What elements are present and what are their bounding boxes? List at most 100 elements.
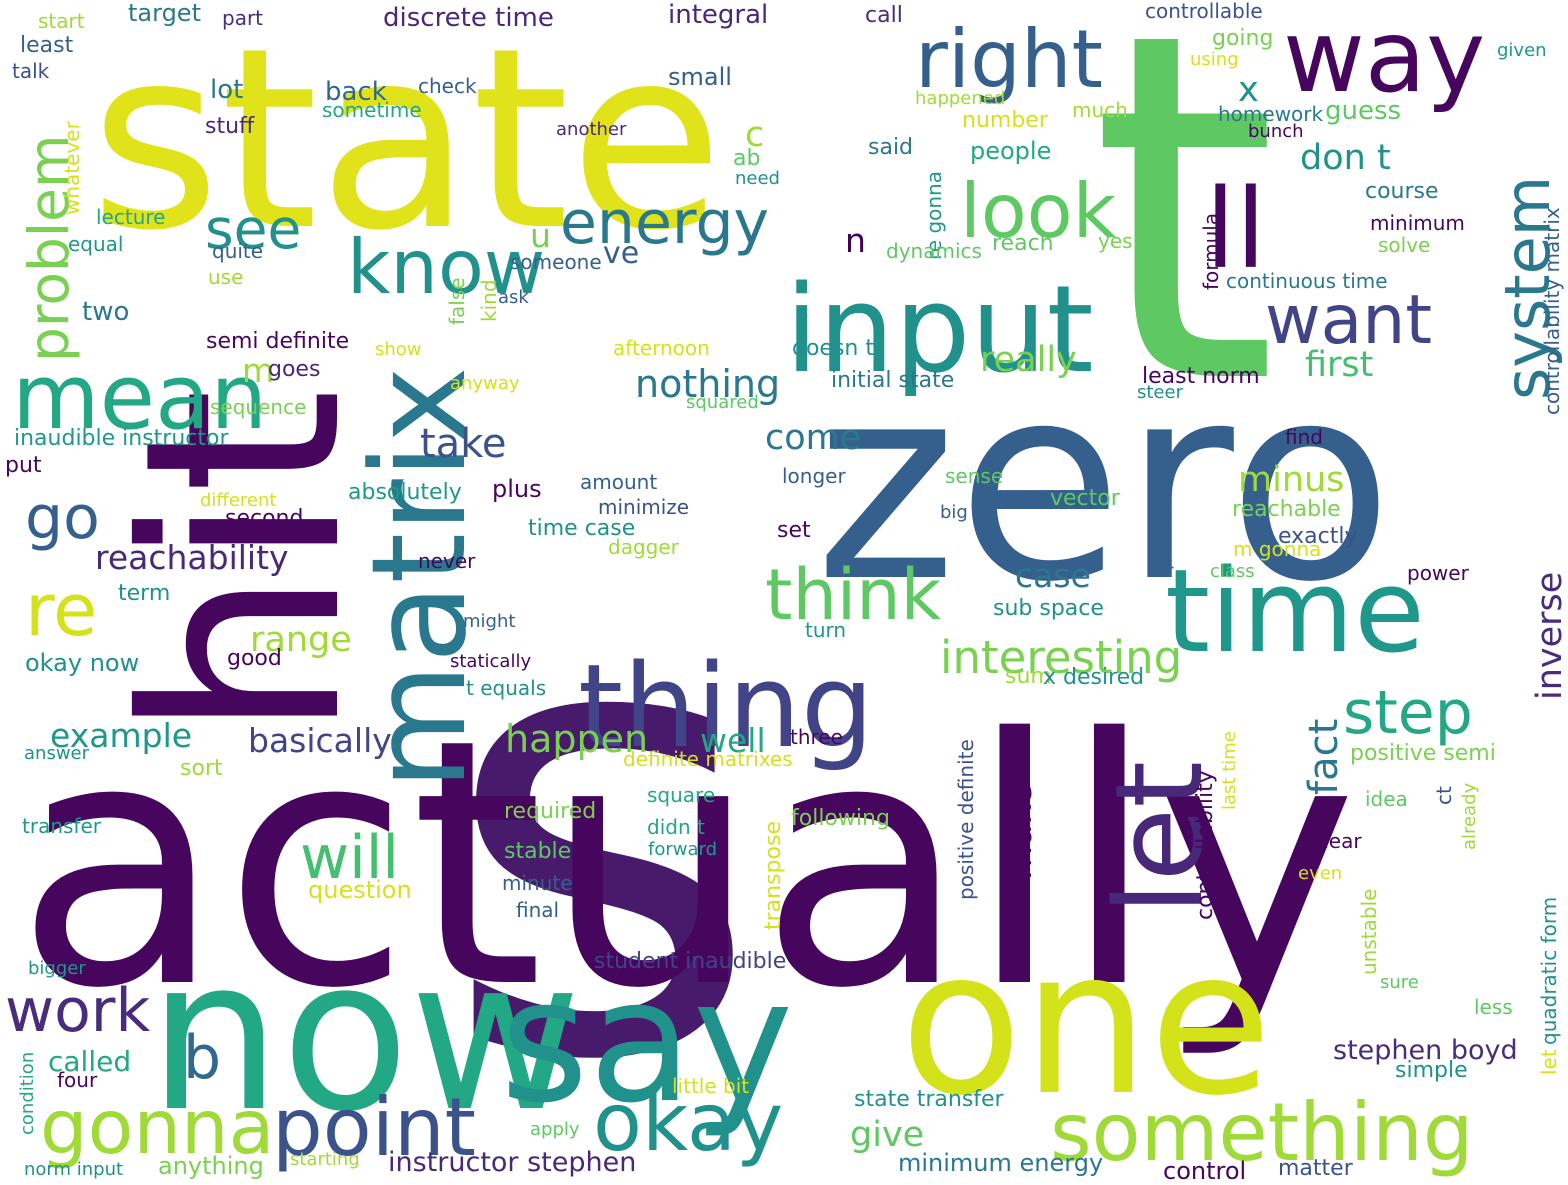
word-way: way <box>1283 0 1486 115</box>
word-m: m <box>242 351 275 391</box>
word-x: x <box>1238 69 1259 110</box>
word-sequence: sequence <box>210 395 307 420</box>
word-positive-definite: positive definite <box>954 739 979 900</box>
word-minimize: minimize <box>598 495 690 520</box>
word-one: one <box>900 907 1273 1140</box>
word-initial-state: initial state <box>831 367 955 393</box>
word-will: will <box>300 823 400 894</box>
word-power: power <box>1407 561 1469 586</box>
word-sub-space: sub space <box>993 595 1104 621</box>
word-quadratic-form: quadratic form <box>1537 896 1562 1045</box>
word-see: see <box>205 197 302 262</box>
word-going: going <box>1212 25 1274 51</box>
word-energy: energy <box>560 188 770 259</box>
word-talk: talk <box>12 59 50 84</box>
word-minus: minus <box>1238 459 1345 500</box>
word-answer: answer <box>24 742 90 764</box>
word-s: s <box>440 475 764 1185</box>
word-first: first <box>1305 344 1374 385</box>
word-control: control <box>1163 1157 1247 1185</box>
word-homework: homework <box>1218 102 1324 127</box>
word-condition: condition <box>16 1051 38 1135</box>
word-happened: happened <box>915 87 1006 109</box>
word-okay: okay <box>593 1075 784 1169</box>
word-definite-matrixes: definite matrixes <box>623 747 793 772</box>
word-t-equals: t equals <box>466 676 547 701</box>
word-example: example <box>50 716 193 756</box>
word-dynamics: dynamics <box>886 239 982 264</box>
word-something: something <box>1050 1085 1474 1179</box>
word-given: given <box>1497 39 1547 61</box>
word-state: state <box>90 0 724 285</box>
word-two: two <box>82 296 130 327</box>
word-square: square <box>647 783 716 808</box>
word-question: question <box>308 876 412 905</box>
word-called: called <box>48 1045 132 1079</box>
word-ve: ve <box>603 235 640 271</box>
word-sure: sure <box>1380 971 1419 993</box>
word-exactly: exactly <box>1278 523 1358 549</box>
word-longer: longer <box>782 464 846 489</box>
word-small: small <box>668 63 732 92</box>
word-squared: squared <box>686 391 759 413</box>
word-stuff: stuff <box>205 113 255 139</box>
word-call: call <box>865 2 903 28</box>
word-reachability: reachability <box>95 538 289 578</box>
word-happen: happen <box>505 717 649 762</box>
word-case: case <box>1015 556 1091 596</box>
word-m-gonna: m gonna <box>1233 537 1322 562</box>
word-point: point <box>272 1080 477 1174</box>
word-show: show <box>375 338 422 360</box>
word-minimum-energy: minimum energy <box>898 1149 1104 1178</box>
word-least: least <box>20 32 74 58</box>
word-another: another <box>556 118 627 140</box>
word-ll: ll <box>1205 165 1267 294</box>
word-know: know <box>347 222 546 311</box>
word-integral: integral <box>668 0 769 30</box>
word-zero: zero <box>815 326 1394 642</box>
word-quite: quite <box>212 239 264 264</box>
word-continuous-time: continuous time <box>1226 269 1388 294</box>
word-transpose: transpose <box>760 821 786 930</box>
word-controllable: controllable <box>1145 0 1263 24</box>
word-ask: ask <box>498 286 529 308</box>
word-solve: solve <box>1378 233 1431 258</box>
word-x-desired: x desired <box>1043 664 1145 690</box>
word-go: go <box>25 483 100 554</box>
word-need: need <box>735 167 780 189</box>
word-ab: ab <box>733 145 761 171</box>
word-student-inaudible: student inaudible <box>594 948 787 974</box>
word-big: big <box>940 501 968 523</box>
word-vector: vector <box>1050 485 1120 511</box>
word-set: set <box>777 517 811 543</box>
word-people: people <box>970 137 1052 166</box>
word-even: even <box>1298 862 1343 884</box>
word-look: look <box>960 166 1117 255</box>
word-second: second <box>225 505 304 531</box>
word-different: different <box>200 489 277 511</box>
word-ct: ct <box>1432 786 1457 805</box>
word-minimum: minimum <box>1370 211 1465 236</box>
word-perfect-sense: perfect sense <box>1153 447 1175 570</box>
word-okay-now: okay now <box>25 649 140 678</box>
word-time: time <box>1165 545 1425 680</box>
word-guess: guess <box>1325 95 1402 126</box>
word-target: target <box>128 0 201 28</box>
word-instructor-stephen: instructor stephen <box>388 1146 637 1178</box>
word-part: part <box>222 6 264 31</box>
word-start: start <box>38 9 85 34</box>
word-statically: statically <box>450 650 532 672</box>
word-equal: equal <box>68 232 124 257</box>
word-use: use <box>208 265 244 290</box>
word-matter: matter <box>1278 1155 1353 1181</box>
word-nothing: nothing <box>635 362 781 407</box>
word-lot: lot <box>210 74 244 105</box>
word-someone: someone <box>510 250 602 275</box>
word-basically: basically <box>248 721 392 761</box>
word-mean: mean <box>12 344 268 450</box>
word-say: say <box>500 943 794 1142</box>
word-now: now <box>148 913 582 1159</box>
word-time-case: time case <box>528 515 636 541</box>
word-b: b <box>183 1023 222 1094</box>
word-required: required <box>504 798 597 824</box>
